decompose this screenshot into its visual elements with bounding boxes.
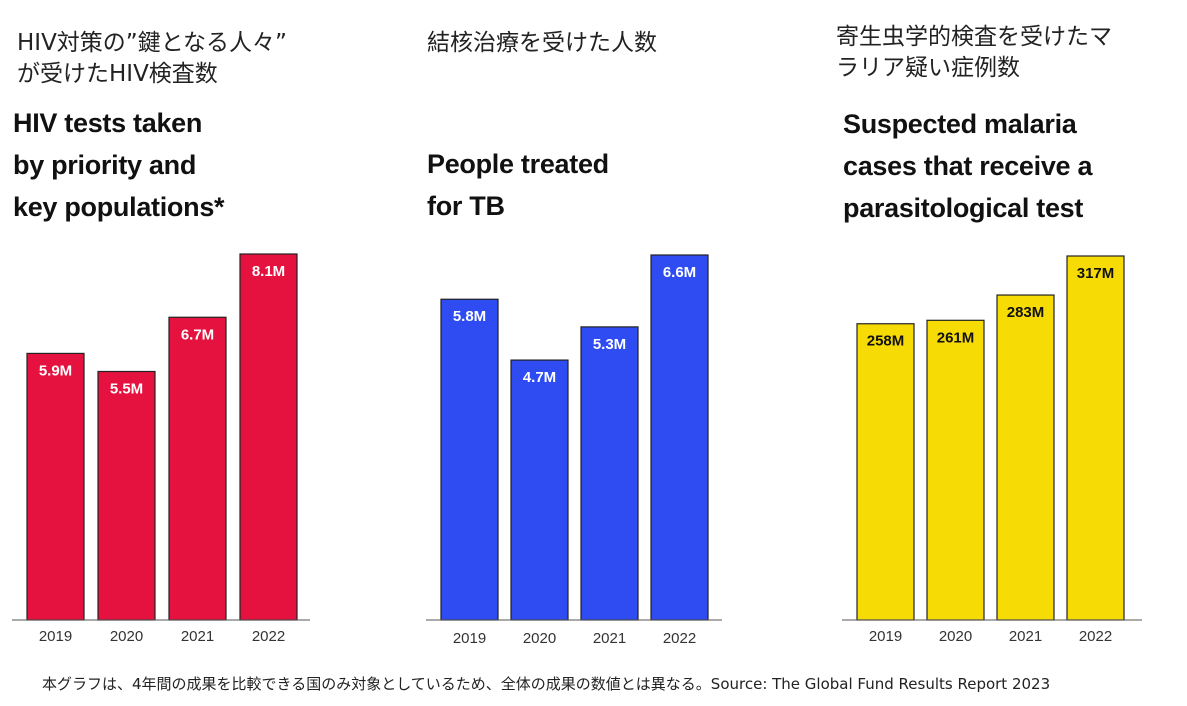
- chart-title-line: cases that receive a: [843, 151, 1093, 181]
- bar-value-label: 6.7M: [181, 326, 214, 343]
- x-tick-label: 2021: [593, 630, 626, 647]
- chart-title-ja-line: HIV対策の”鍵となる人々”: [17, 30, 287, 56]
- chart-title-ja-line: ラリア疑い症例数: [836, 55, 1020, 81]
- chart-title: People treated for TB: [427, 143, 609, 227]
- bar-value-label: 8.1M: [252, 263, 285, 280]
- bar-2021: [580, 326, 639, 621]
- bar-value-label: 4.7M: [523, 369, 556, 386]
- bar-value-label: 5.9M: [39, 362, 72, 379]
- bar-value-label: 317M: [1077, 265, 1115, 282]
- chart-title-line: People treated: [427, 149, 609, 179]
- bar-2022: [239, 253, 298, 621]
- x-tick-label: 2021: [1009, 628, 1042, 645]
- x-tick-label: 2019: [453, 630, 486, 647]
- chart-title-line: parasitological test: [843, 193, 1084, 223]
- chart-title-ja-line: 寄生虫学的検査を受けたマ: [836, 24, 1112, 50]
- bar-2020: [510, 359, 569, 621]
- bar-2022: [1066, 255, 1125, 621]
- bar-value-label: 5.3M: [593, 336, 626, 353]
- bar-value-label: 5.8M: [453, 308, 486, 325]
- x-tick-label: 2020: [523, 630, 556, 647]
- chart-title-line: HIV tests taken: [13, 108, 203, 138]
- chart-title: Suspected malaria cases that receive a p…: [843, 103, 1092, 229]
- bar-value-label: 5.5M: [110, 380, 143, 397]
- x-tick-label: 2020: [939, 628, 972, 645]
- bar-2021: [996, 294, 1055, 621]
- bar-chart-malaria: 258M 2019 261M 2020 283M 2021 317M 2022: [842, 255, 1142, 645]
- bar-value-label: 283M: [1007, 304, 1045, 321]
- footnote-source: 本グラフは、4年間の成果を比較できる国のみ対象としているため、全体の成果の数値と…: [42, 675, 1051, 693]
- bar-2019: [856, 323, 915, 621]
- chart-title-line: Suspected malaria: [843, 109, 1077, 139]
- chart-title-ja: 寄生虫学的検査を受けたマ ラリア疑い症例数: [836, 22, 1112, 84]
- x-tick-label: 2022: [252, 628, 285, 645]
- chart-title: HIV tests taken by priority and key popu…: [13, 102, 225, 228]
- bar-2020: [926, 319, 985, 621]
- chart-title-ja: 結核治療を受けた人数: [427, 28, 657, 59]
- bar-chart-hiv: 5.9M 2019 5.5M 2020 6.7M 2021 8.1M 2022: [12, 253, 310, 645]
- chart-panel-hiv: HIV対策の”鍵となる人々” が受けたHIV検査数 HIV tests take…: [0, 0, 360, 660]
- bar-value-label: 6.6M: [663, 264, 696, 281]
- bar-2019: [440, 298, 499, 621]
- bar-value-label: 261M: [937, 329, 975, 346]
- bar-value-label: 258M: [867, 333, 905, 350]
- x-tick-label: 2019: [869, 628, 902, 645]
- x-tick-label: 2022: [1079, 628, 1112, 645]
- bar-chart-tb: 5.8M 2019 4.7M 2020 5.3M 2021 6.6M 2022: [426, 254, 722, 647]
- chart-panel-malaria: 寄生虫学的検査を受けたマ ラリア疑い症例数 Suspected malaria …: [826, 0, 1187, 660]
- bar-2021: [168, 316, 227, 621]
- x-tick-label: 2022: [663, 630, 696, 647]
- chart-title-line: key populations*: [13, 192, 225, 222]
- bar-2020: [97, 370, 156, 621]
- chart-panel-tb: 結核治療を受けた人数 People treated for TB 5.8M 201…: [410, 0, 770, 660]
- x-tick-label: 2020: [110, 628, 143, 645]
- chart-title-ja-line: 結核治療を受けた人数: [427, 30, 657, 56]
- chart-title-line: by priority and: [13, 150, 197, 180]
- chart-title-ja: HIV対策の”鍵となる人々” が受けたHIV検査数: [17, 28, 287, 90]
- chart-title-ja-line: が受けたHIV検査数: [17, 61, 218, 87]
- x-tick-label: 2021: [181, 628, 214, 645]
- bar-2022: [650, 254, 709, 621]
- chart-title-line: for TB: [427, 191, 505, 221]
- x-tick-label: 2019: [39, 628, 72, 645]
- bar-2019: [26, 352, 85, 621]
